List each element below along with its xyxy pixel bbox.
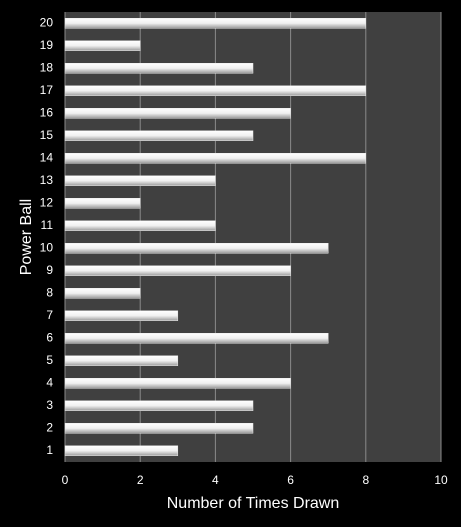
y-tick-label: 16 <box>40 105 54 119</box>
y-tick-label: 18 <box>40 60 54 74</box>
y-tick-label: 11 <box>41 218 54 232</box>
x-tick-label: 10 <box>434 473 448 487</box>
bar <box>64 333 329 344</box>
y-tick-label: 17 <box>40 83 54 97</box>
y-tick-label: 20 <box>40 15 54 29</box>
y-axis-title: Power Ball <box>18 199 35 275</box>
bar <box>64 265 291 276</box>
y-tick-label: 19 <box>40 38 54 52</box>
bar <box>64 378 291 389</box>
bar <box>64 40 141 51</box>
bar <box>64 288 141 299</box>
y-tick-label: 13 <box>40 173 54 187</box>
bar <box>64 85 367 96</box>
bar <box>64 175 216 186</box>
bar <box>64 63 254 74</box>
bar <box>64 355 179 366</box>
x-axis-title: Number of Times Drawn <box>167 495 340 512</box>
y-tick-label: 6 <box>46 330 53 344</box>
bar <box>64 445 179 456</box>
bar <box>64 243 329 254</box>
bar <box>64 400 254 411</box>
x-tick-label: 4 <box>212 473 219 487</box>
y-tick-label: 4 <box>46 375 53 389</box>
y-tick-label: 3 <box>46 398 53 412</box>
y-tick-label: 9 <box>46 263 53 277</box>
y-tick-label: 14 <box>40 150 54 164</box>
y-tick-label: 7 <box>46 308 53 322</box>
bar <box>64 423 254 434</box>
y-tick-label: 10 <box>40 240 54 254</box>
x-tick-label: 0 <box>62 473 69 487</box>
bar <box>64 153 367 164</box>
bar <box>64 130 254 141</box>
x-tick-label: 8 <box>362 473 369 487</box>
bar <box>64 18 367 29</box>
bar <box>64 108 291 119</box>
y-tick-label: 1 <box>46 443 53 457</box>
bar <box>64 220 216 231</box>
plot-area <box>65 12 441 462</box>
x-tick-label: 2 <box>137 473 144 487</box>
y-tick-label: 8 <box>46 285 53 299</box>
bar <box>64 310 179 321</box>
y-tick-label: 5 <box>46 353 53 367</box>
y-tick-label: 15 <box>40 128 54 142</box>
y-tick-label: 12 <box>40 195 54 209</box>
bar <box>64 198 141 209</box>
y-tick-label: 2 <box>46 420 53 434</box>
x-tick-label: 6 <box>287 473 294 487</box>
